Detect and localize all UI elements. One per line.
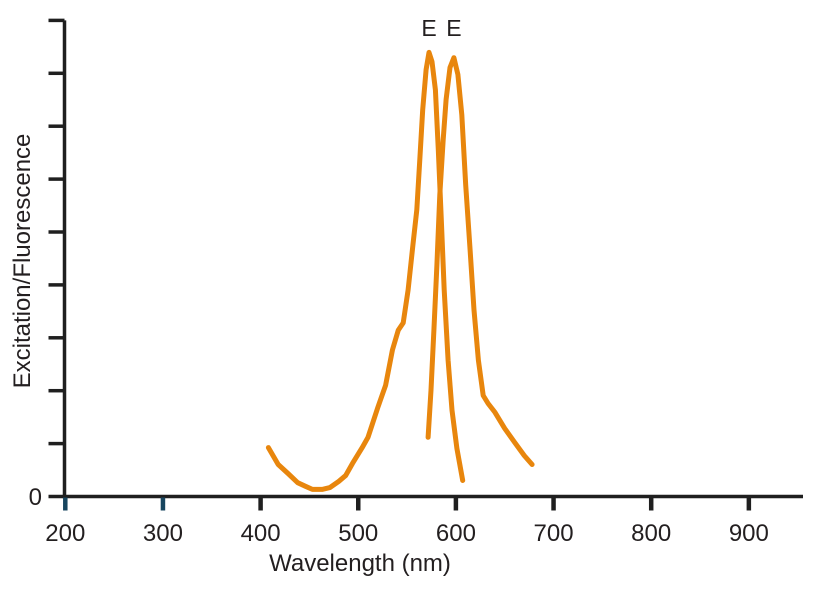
y-axis-title: Excitation/Fluorescence — [9, 134, 36, 389]
x-axis-tick-labels: 200 300 400 500 600 700 800 900 — [45, 520, 769, 547]
peak-label-excitation: E — [421, 15, 436, 41]
x-tick-label-300: 300 — [143, 520, 183, 547]
y-axis-zero-label: 0 — [29, 484, 42, 511]
x-axis — [62, 494, 803, 511]
x-axis-title: Wavelength (nm) — [269, 550, 451, 577]
x-tick-label-400: 400 — [241, 520, 281, 547]
x-tick-label-500: 500 — [338, 520, 378, 547]
spectra-curves — [265, 49, 535, 492]
fluorescence-curve — [425, 55, 535, 467]
x-tick-label-600: 600 — [436, 520, 476, 547]
excitation-curve — [265, 49, 466, 492]
x-tick-label-200: 200 — [45, 520, 85, 547]
x-tick-label-800: 800 — [631, 520, 671, 547]
x-tick-label-700: 700 — [534, 520, 574, 547]
x-tick-label-900: 900 — [729, 520, 769, 547]
peak-label-fluorescence: E — [446, 15, 461, 41]
y-axis — [48, 18, 67, 499]
